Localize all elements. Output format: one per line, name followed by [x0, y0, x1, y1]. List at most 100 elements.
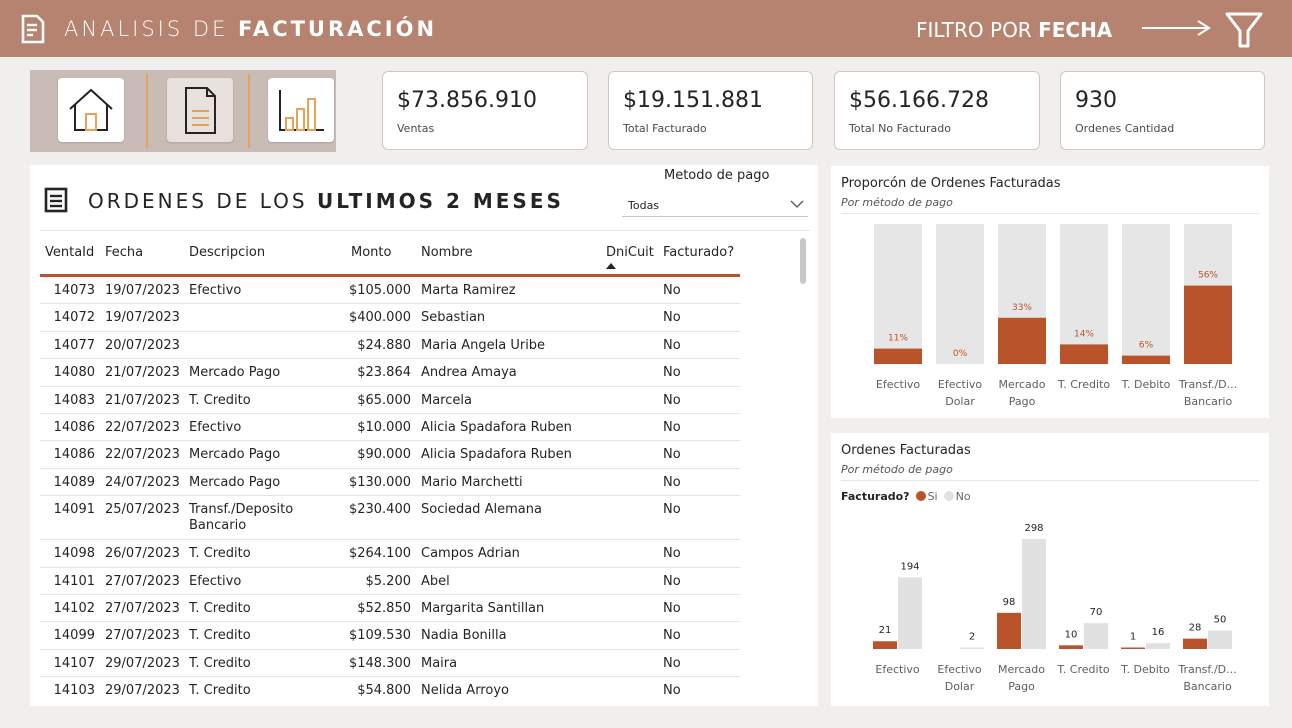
cell-nombre: Sebastian — [421, 310, 486, 326]
cell-ventaid: 14086 — [53, 447, 95, 463]
cell-ventaid: 14072 — [53, 310, 95, 326]
cell-monto: $148.300 — [348, 655, 411, 671]
funnel-icon[interactable] — [1224, 10, 1264, 50]
cell-fecha: 21/07/2023 — [105, 392, 180, 408]
bar — [898, 577, 922, 649]
document-nav-button[interactable] — [167, 78, 233, 142]
cell-descripcion: Efectivo — [189, 420, 242, 435]
column-header-monto[interactable]: Monto — [351, 245, 392, 260]
bar — [1122, 355, 1170, 364]
table-row[interactable]: 14073 19/07/2023 Efectivo $105.000 Marta Ram… — [40, 277, 740, 305]
kpi-card-total-no-facturado: $56.166.728 Total No Facturado — [834, 71, 1040, 150]
cell-monto: $109.530 — [348, 628, 411, 644]
payment-method-dropdown[interactable]: Todas — [622, 193, 808, 217]
data-label: 14% — [1074, 329, 1094, 339]
cell-ventaid: 14102 — [53, 601, 95, 616]
cell-facturado: No — [663, 447, 681, 463]
cell-descripcion: T. Credito — [189, 601, 251, 616]
cell-ventaid: 14086 — [53, 420, 95, 435]
x-tick-label: Efectivo — [875, 663, 920, 676]
kpi-value: $73.856.910 — [397, 88, 537, 113]
cell-monto: $130.000 — [348, 474, 411, 490]
cell-monto: $5.200 — [365, 573, 412, 589]
cell-facturado: No — [663, 337, 681, 353]
table-row[interactable]: 14086 22/07/2023 Efectivo $10.000 Alicia Spa… — [40, 414, 740, 442]
x-tick-label: Mercado — [998, 663, 1045, 676]
cell-nombre: Sociedad Alemana — [421, 502, 542, 518]
column-header-fecha[interactable]: Fecha — [105, 245, 144, 260]
cell-fecha: 29/07/2023 — [105, 683, 180, 698]
chart-nav-button[interactable] — [268, 78, 334, 142]
kpi-card-ordenes-cantidad: 930 Ordenes Cantidad — [1060, 71, 1265, 150]
bar — [1084, 623, 1108, 649]
x-tick-label: Bancario — [1184, 395, 1233, 408]
legend-label-no[interactable]: No — [955, 490, 971, 503]
cell-nombre: Abel — [421, 573, 450, 589]
date-filter-label[interactable]: FILTRO POR FECHA — [916, 18, 1113, 42]
bar-track — [874, 224, 922, 364]
data-label: 16 — [1152, 627, 1165, 638]
sort-ascending-icon — [606, 263, 616, 269]
bar — [1121, 647, 1145, 649]
chart-title: Proporcón de Ordenes Facturadas — [841, 176, 1061, 191]
cell-fecha: 19/07/2023 — [105, 310, 180, 326]
table-row[interactable]: 14103 29/07/2023 T. Credito $54.800 Nelida A… — [40, 677, 740, 698]
cell-monto: $52.850 — [357, 601, 411, 616]
column-header-dnicuit[interactable]: DniCuit — [606, 245, 654, 260]
cell-monto: $105.000 — [348, 283, 411, 298]
table-header: VentaId Fecha Descripcion Monto Nombre D… — [40, 245, 740, 277]
cell-facturado: No — [663, 573, 681, 589]
bar — [1146, 643, 1170, 649]
data-label: 298 — [1024, 523, 1043, 534]
data-label: 0% — [953, 349, 968, 359]
table-row[interactable]: 14107 29/07/2023 T. Credito $148.300 Maira No — [40, 650, 740, 678]
cell-nombre: Nelida Arroyo — [421, 683, 509, 698]
cell-facturado: No — [663, 683, 681, 698]
table-row[interactable]: 14099 27/07/2023 T. Credito $109.530 Nadia B… — [40, 622, 740, 650]
data-label: 21 — [879, 625, 892, 636]
table-row[interactable]: 14072 19/07/2023 $400.000 Sebastian No — [40, 304, 740, 332]
column-header-facturado[interactable]: Facturado? — [663, 245, 735, 260]
cell-descripcion: T. Credito — [189, 655, 251, 671]
table-row[interactable]: 14077 20/07/2023 $24.880 Maria Angela Uribe… — [40, 332, 740, 360]
cell-fecha: 29/07/2023 — [105, 655, 180, 671]
home-nav-button[interactable] — [58, 78, 124, 142]
column-header-descripcion[interactable]: Descripcion — [189, 245, 266, 260]
table-row[interactable]: 14089 24/07/2023 Mercado Pago $130.000 Mario… — [40, 469, 740, 497]
page-title: ANALISIS DE FACTURACIÓN — [64, 17, 438, 41]
cell-fecha: 26/07/2023 — [105, 546, 180, 562]
cell-monto: $65.000 — [357, 392, 411, 408]
table-row[interactable]: 14083 21/07/2023 T. Credito $65.000 Marcela N… — [40, 387, 740, 414]
document-icon — [21, 14, 45, 44]
x-tick-label: Bancario — [1183, 680, 1232, 693]
kpi-card-total-facturado: $19.151.881 Total Facturado — [608, 71, 813, 150]
dropdown-value: Todas — [628, 199, 660, 212]
data-label: 28 — [1189, 623, 1202, 634]
column-header-nombre[interactable]: Nombre — [421, 245, 473, 260]
table-row[interactable]: 14091 25/07/2023 Transf./Deposito Bancario… — [40, 496, 740, 541]
cell-ventaid: 14107 — [53, 655, 95, 671]
table-row[interactable]: 14098 26/07/2023 T. Credito $264.100 Campos … — [40, 540, 740, 568]
table-row[interactable]: 14101 27/07/2023 Efectivo $5.200 Abel No — [40, 568, 740, 595]
cell-monto: $54.800 — [357, 683, 411, 698]
legend-label-si[interactable]: Si — [927, 490, 938, 503]
cell-ventaid: 14083 — [53, 392, 95, 408]
chart-legend: Facturado? Si No — [841, 490, 971, 503]
table-row[interactable]: 14102 27/07/2023 T. Credito $52.850 Margarit… — [40, 595, 740, 623]
cell-nombre: Campos Adrian — [421, 546, 520, 562]
cell-monto: $400.000 — [348, 310, 411, 326]
chart-subtitle: Por método de pago — [841, 463, 953, 476]
data-label: 6% — [1139, 341, 1154, 351]
orders-chart-card: Ordenes Facturadas Por método de pago Fa… — [831, 433, 1269, 706]
kpi-label: Total No Facturado — [849, 122, 952, 135]
cell-monto: $230.400 — [348, 502, 411, 518]
data-label: 50 — [1214, 615, 1227, 626]
cell-descripcion: Efectivo — [189, 573, 242, 589]
table-scrollbar[interactable] — [800, 238, 806, 284]
cell-descripcion: Transf./Deposito Bancario — [189, 502, 294, 534]
table-row[interactable]: 14086 22/07/2023 Mercado Pago $90.000 Alicia… — [40, 441, 740, 469]
table-row[interactable]: 14080 21/07/2023 Mercado Pago $23.864 Andrea… — [40, 359, 740, 387]
cell-monto: $90.000 — [357, 447, 411, 463]
column-header-ventaid[interactable]: VentaId — [45, 245, 95, 260]
cell-ventaid: 14103 — [53, 683, 95, 698]
